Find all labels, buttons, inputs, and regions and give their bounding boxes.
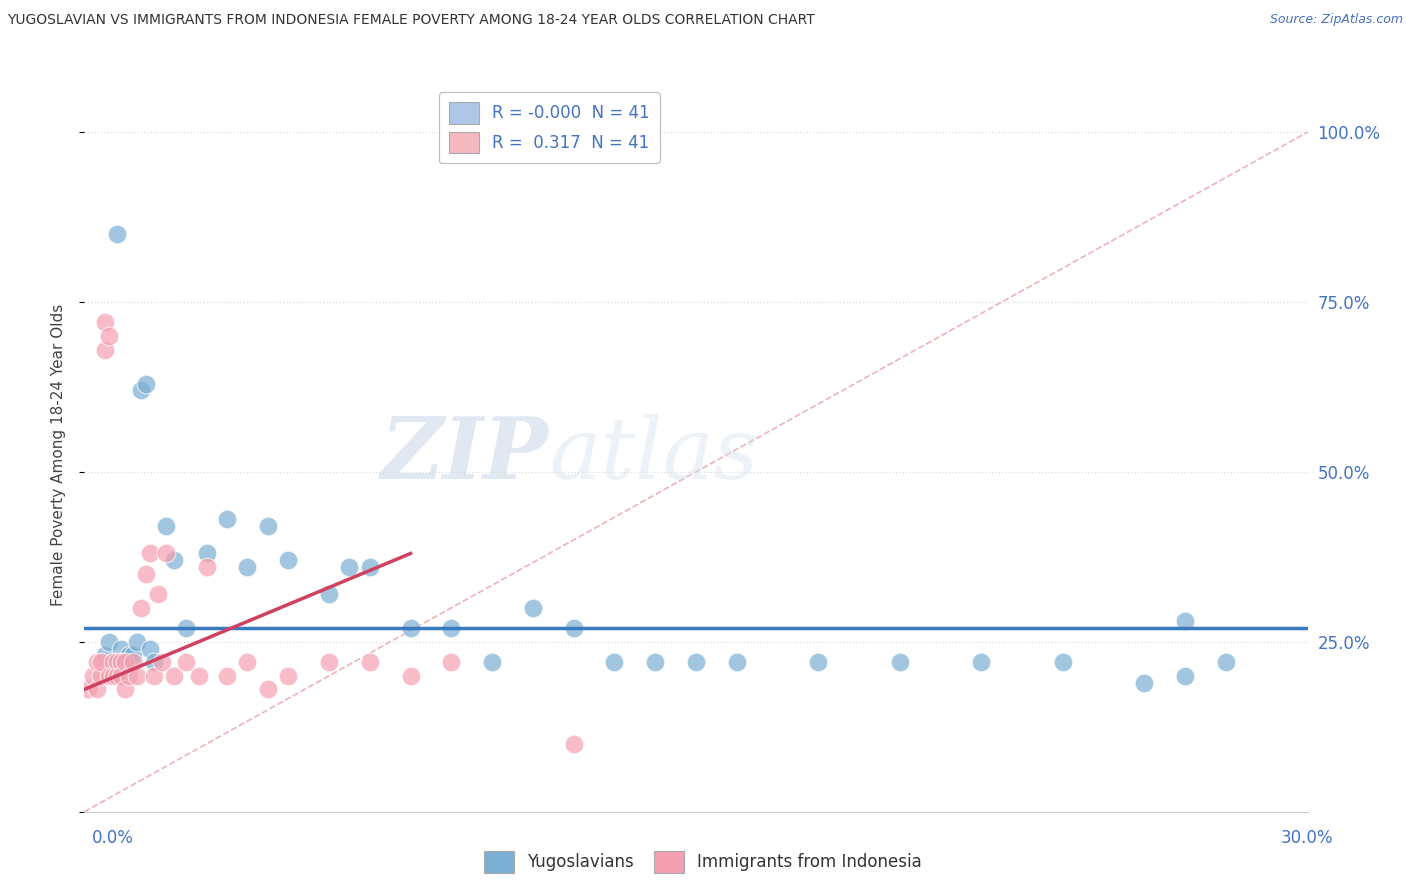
Point: [440, 655, 463, 669]
Point: [114, 655, 136, 669]
Point: [685, 655, 707, 669]
Point: [399, 621, 422, 635]
Point: [127, 635, 149, 649]
Point: [257, 519, 280, 533]
Point: [105, 655, 128, 669]
Point: [105, 669, 128, 683]
Point: [131, 384, 153, 398]
Y-axis label: Female Poverty Among 18-24 Year Olds: Female Poverty Among 18-24 Year Olds: [51, 304, 66, 606]
Point: [142, 669, 165, 683]
Point: [118, 669, 141, 683]
Point: [150, 655, 173, 669]
Text: ZIP: ZIP: [381, 413, 550, 497]
Point: [77, 682, 100, 697]
Point: [603, 655, 626, 669]
Point: [110, 655, 132, 669]
Point: [82, 669, 104, 683]
Point: [101, 655, 124, 669]
Point: [105, 227, 128, 241]
Text: YUGOSLAVIAN VS IMMIGRANTS FROM INDONESIA FEMALE POVERTY AMONG 18-24 YEAR OLDS CO: YUGOSLAVIAN VS IMMIGRANTS FROM INDONESIA…: [7, 13, 815, 28]
Point: [970, 655, 993, 669]
Point: [807, 655, 830, 669]
Point: [155, 546, 177, 560]
Legend: R = -0.000  N = 41, R =  0.317  N = 41: R = -0.000 N = 41, R = 0.317 N = 41: [439, 92, 659, 163]
Point: [101, 669, 124, 683]
Point: [163, 553, 186, 567]
Point: [86, 682, 108, 697]
Point: [1215, 655, 1237, 669]
Point: [155, 519, 177, 533]
Point: [195, 560, 218, 574]
Point: [359, 560, 381, 574]
Point: [277, 553, 299, 567]
Point: [318, 587, 340, 601]
Point: [562, 621, 585, 635]
Point: [138, 641, 160, 656]
Text: 30.0%: 30.0%: [1281, 829, 1333, 847]
Point: [90, 655, 112, 669]
Point: [146, 587, 169, 601]
Point: [131, 600, 153, 615]
Text: Source: ZipAtlas.com: Source: ZipAtlas.com: [1270, 13, 1403, 27]
Point: [122, 648, 145, 663]
Point: [93, 315, 117, 329]
Point: [318, 655, 340, 669]
Point: [399, 669, 422, 683]
Point: [97, 635, 120, 649]
Point: [339, 560, 361, 574]
Point: [236, 655, 259, 669]
Point: [187, 669, 209, 683]
Point: [277, 669, 299, 683]
Point: [127, 669, 149, 683]
Point: [122, 655, 145, 669]
Point: [135, 566, 157, 581]
Point: [562, 737, 585, 751]
Point: [1174, 669, 1197, 683]
Point: [176, 621, 198, 635]
Point: [644, 655, 666, 669]
Point: [217, 512, 239, 526]
Point: [1174, 615, 1197, 629]
Text: atlas: atlas: [550, 414, 758, 496]
Point: [118, 648, 141, 663]
Point: [93, 343, 117, 357]
Point: [195, 546, 218, 560]
Point: [114, 655, 136, 669]
Point: [110, 641, 132, 656]
Point: [217, 669, 239, 683]
Point: [522, 600, 544, 615]
Point: [725, 655, 748, 669]
Point: [1052, 655, 1074, 669]
Point: [135, 376, 157, 391]
Point: [1133, 675, 1156, 690]
Point: [101, 655, 124, 669]
Point: [176, 655, 198, 669]
Point: [440, 621, 463, 635]
Point: [90, 669, 112, 683]
Point: [114, 682, 136, 697]
Point: [86, 655, 108, 669]
Point: [359, 655, 381, 669]
Point: [257, 682, 280, 697]
Point: [110, 669, 132, 683]
Point: [142, 655, 165, 669]
Point: [97, 669, 120, 683]
Legend: Yugoslavians, Immigrants from Indonesia: Yugoslavians, Immigrants from Indonesia: [477, 845, 929, 880]
Text: 0.0%: 0.0%: [91, 829, 134, 847]
Point: [93, 648, 117, 663]
Point: [481, 655, 503, 669]
Point: [889, 655, 911, 669]
Point: [97, 329, 120, 343]
Point: [163, 669, 186, 683]
Point: [138, 546, 160, 560]
Point: [236, 560, 259, 574]
